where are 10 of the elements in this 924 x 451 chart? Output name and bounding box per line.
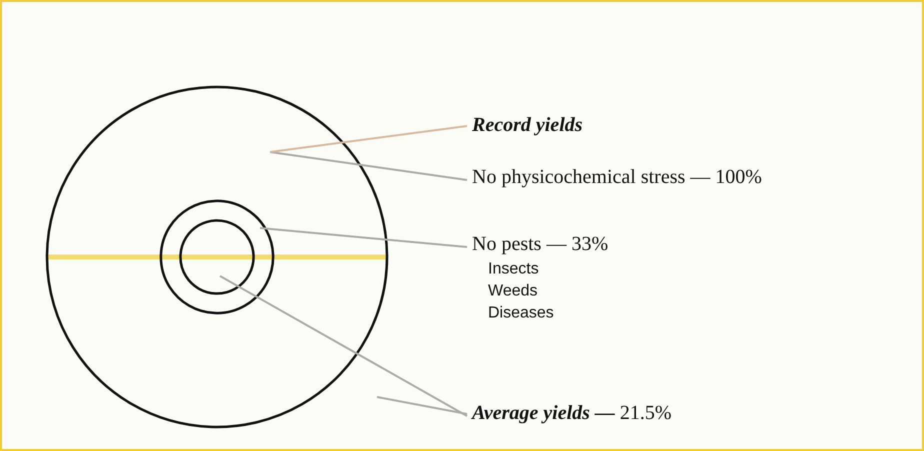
category-label: No pests — <box>472 233 568 255</box>
category-label: No physicochemical stress — <box>472 166 712 188</box>
data-label: 100% <box>715 166 762 188</box>
text: Record yields <box>471 114 583 136</box>
text: Diseases <box>488 304 554 322</box>
data-label: 33% <box>571 233 608 255</box>
data-label: 21.5% <box>620 402 672 424</box>
category-label: Average yields — <box>470 402 615 424</box>
text: Insects <box>488 260 539 278</box>
text: Weeds <box>488 282 538 300</box>
